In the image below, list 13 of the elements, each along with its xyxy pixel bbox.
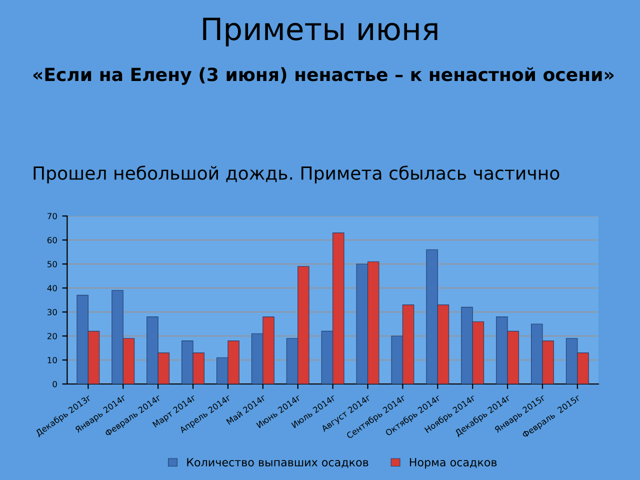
legend-label: Норма осадков (410, 458, 497, 469)
y-tick-label: 10 (48, 356, 57, 364)
y-tick-label: 30 (48, 308, 57, 316)
chart-title: Приметы июня (203, 18, 438, 46)
y-tick-label: 0 (52, 380, 57, 388)
text: Прошел небольшой дождь. Примета сбылась частично (34, 166, 560, 184)
y-tick-label: 20 (47, 332, 57, 340)
y-tick-label: 50 (48, 260, 57, 268)
y-tick-label: 60 (47, 236, 57, 244)
legend-label: Количество выпавших осадков (187, 458, 368, 468)
y-tick-label: 70 (48, 212, 57, 220)
text: «Если на Елену (3 июня) ненастье – к ненастной осени» (33, 67, 614, 85)
y-tick-label: 40 (47, 284, 57, 292)
